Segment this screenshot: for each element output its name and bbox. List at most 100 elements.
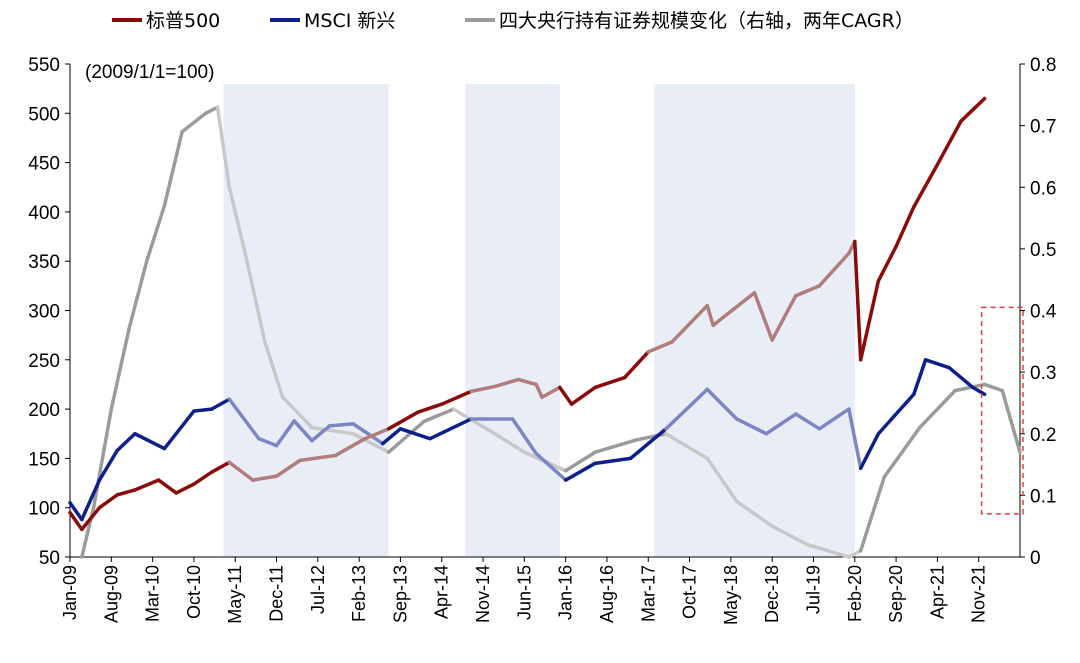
series-segment (764, 412, 798, 436)
series-segment (192, 470, 214, 486)
series-segment (262, 339, 285, 399)
series-segment (953, 382, 987, 393)
series-segment (351, 432, 391, 454)
series-segment (628, 427, 668, 461)
x-tick-label: Sep-13 (390, 565, 410, 623)
series-segment (180, 111, 208, 134)
series-segment (439, 389, 473, 406)
left-tick-label: 550 (28, 55, 60, 76)
right-tick-label: 0.2 (1030, 425, 1056, 446)
x-tick-label: Jan-09 (60, 565, 80, 620)
left-tick-label: 150 (28, 449, 60, 470)
left-tick-label: 300 (28, 302, 60, 323)
series-segment (227, 185, 249, 263)
series-segment (351, 422, 385, 446)
series-segment (310, 425, 355, 436)
series-segment (805, 542, 851, 559)
series-segment (91, 407, 114, 510)
series-segment (80, 478, 102, 522)
series-segment (68, 501, 84, 522)
left-tick-label: 50 (39, 548, 60, 569)
series-segment (770, 524, 810, 547)
series-segment (227, 397, 261, 441)
series-segment (664, 387, 710, 431)
series-segment (558, 385, 574, 406)
series-segment (705, 456, 739, 504)
legend: 标普500 MSCI 新兴 四大央行持有证券规模变化（右轴，两年CAGR） (112, 10, 914, 32)
series-segment (817, 407, 851, 431)
right-axis-ticks: 0 0.1 0.2 0.3 0.4 0.5 0.6 0.7 0.8 (1020, 55, 1057, 569)
series-segment (451, 407, 497, 436)
series-segment (912, 162, 940, 209)
series-segment (593, 456, 633, 466)
series-segment (593, 438, 639, 454)
series-segment (847, 407, 863, 471)
series-segment (245, 259, 267, 344)
x-tick-label: Jul-19 (803, 565, 823, 614)
series-segment (670, 303, 710, 344)
series-segment (510, 417, 538, 456)
left-tick-label: 100 (28, 499, 60, 520)
series-segment (192, 407, 214, 413)
series-segment (894, 205, 916, 249)
left-tick-label: 400 (28, 203, 60, 224)
series-segment (876, 392, 916, 436)
series-segment (310, 424, 332, 443)
x-tick-label: Oct-17 (680, 565, 700, 619)
series-segment (876, 244, 898, 283)
series-segment (386, 410, 420, 431)
series-segment (711, 291, 757, 328)
series-segment (380, 427, 403, 446)
series-segment (127, 259, 149, 331)
series-segment (280, 395, 314, 430)
series-segment (274, 419, 296, 448)
shaded-period (465, 84, 560, 557)
x-tick-label: Dec-11 (267, 565, 287, 622)
legend-label: 标普500 (146, 10, 220, 32)
series-segment (912, 358, 928, 397)
series-segment (493, 377, 521, 389)
series-segment (540, 385, 562, 400)
series-segment (705, 387, 739, 421)
x-tick-label: May-18 (721, 565, 741, 625)
series-segment (493, 432, 527, 454)
series-segment (858, 475, 887, 553)
series-segment (516, 377, 538, 387)
series-segment (752, 291, 774, 342)
series-segment (923, 358, 951, 370)
series-segment (563, 450, 597, 473)
series-segment (646, 340, 674, 354)
series-segment (97, 493, 119, 510)
series-segment (982, 382, 1005, 393)
series-segment (209, 397, 232, 411)
series-segment (534, 451, 568, 482)
series-segment (735, 499, 774, 528)
series-segment (1000, 388, 1022, 454)
series-segment (115, 488, 137, 497)
series-segment (469, 384, 497, 394)
series-segment (203, 105, 220, 116)
right-tick-label: 0 (1030, 548, 1041, 569)
series-segment (858, 279, 881, 362)
series-segment (847, 549, 863, 559)
shaded-period (654, 84, 855, 557)
right-tick-label: 0.6 (1030, 178, 1056, 199)
series-segment (664, 432, 710, 461)
highlight-box-rect (980, 306, 1024, 515)
x-tick-label: Oct-10 (184, 565, 204, 619)
series-segment (398, 427, 432, 441)
series-segment (209, 460, 232, 474)
series-segment (174, 482, 196, 495)
series-segment (817, 251, 851, 288)
series-segment (333, 436, 367, 458)
series-segment (428, 417, 473, 441)
right-tick-label: 0.3 (1030, 363, 1056, 384)
x-tick-label: Jul-12 (308, 565, 328, 614)
left-axis-ticks: 50 100 150 200 250 300 350 400 450 500 550 (28, 55, 70, 569)
base-note: (2009/1/1=100) (85, 62, 214, 83)
x-tick-label: Apr-21 (927, 565, 947, 619)
x-tick-label: Feb-20 (845, 565, 865, 622)
x-tick-label: Aug-16 (597, 565, 617, 623)
series-segment (327, 422, 355, 428)
